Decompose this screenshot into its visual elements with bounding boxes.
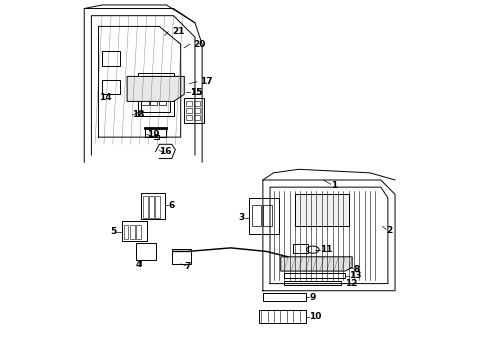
Bar — [149, 196, 154, 217]
Bar — [138, 73, 173, 116]
Text: 1: 1 — [331, 181, 337, 190]
Bar — [142, 87, 148, 105]
Text: 7: 7 — [184, 262, 191, 271]
Bar — [248, 198, 279, 234]
Bar — [259, 310, 306, 323]
Bar — [102, 80, 120, 94]
Text: 5: 5 — [110, 227, 117, 236]
Bar — [194, 115, 199, 120]
Bar — [194, 108, 199, 113]
Text: 12: 12 — [345, 279, 358, 288]
Text: 20: 20 — [193, 40, 206, 49]
Bar — [159, 87, 167, 105]
Text: 16: 16 — [159, 147, 172, 156]
Bar — [284, 281, 342, 285]
Bar — [252, 205, 261, 226]
Bar — [263, 293, 306, 301]
Bar — [122, 221, 147, 241]
Text: 3: 3 — [239, 213, 245, 222]
Bar — [293, 244, 308, 253]
Text: 14: 14 — [98, 93, 111, 102]
Bar — [150, 87, 157, 105]
Bar — [136, 243, 156, 260]
Bar — [172, 249, 192, 264]
Bar — [130, 225, 135, 239]
Bar — [155, 196, 160, 217]
Bar — [136, 225, 141, 239]
Text: 10: 10 — [309, 312, 321, 321]
Text: 21: 21 — [172, 27, 184, 36]
Text: 2: 2 — [386, 225, 392, 234]
Text: 8: 8 — [354, 265, 360, 274]
Bar — [295, 194, 348, 226]
Bar — [102, 51, 120, 66]
Text: 15: 15 — [190, 88, 202, 97]
Bar — [186, 115, 192, 120]
Bar — [186, 108, 192, 113]
Text: 19: 19 — [147, 130, 159, 139]
Text: 13: 13 — [348, 271, 361, 280]
Bar — [184, 98, 204, 123]
Bar — [284, 273, 345, 278]
Text: 6: 6 — [168, 201, 174, 210]
Polygon shape — [127, 76, 184, 102]
Bar — [123, 225, 128, 239]
Text: 18: 18 — [132, 111, 145, 120]
Text: 4: 4 — [136, 260, 143, 269]
Bar — [142, 193, 165, 219]
Bar — [263, 205, 272, 226]
Bar — [186, 101, 192, 106]
Text: 15: 15 — [190, 88, 202, 97]
Text: 17: 17 — [200, 77, 213, 86]
Text: 9: 9 — [309, 293, 316, 302]
Bar — [143, 196, 148, 217]
Polygon shape — [281, 257, 352, 271]
Text: 11: 11 — [320, 245, 333, 254]
Bar — [142, 76, 170, 112]
Bar — [194, 101, 199, 106]
